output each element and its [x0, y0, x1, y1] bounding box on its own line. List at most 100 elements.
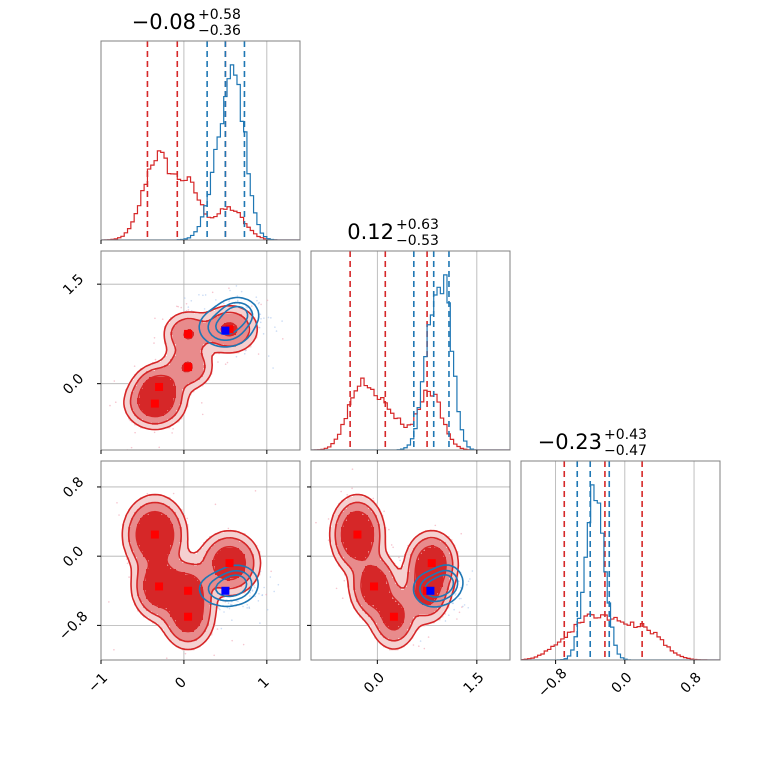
red-density-cell [170, 569, 174, 573]
red-density-cell [149, 533, 153, 537]
red-density-cell [236, 536, 240, 540]
red-density-cell [182, 374, 186, 378]
red-density-cell [134, 587, 138, 591]
red-density-cell [173, 407, 177, 411]
red-density-cell [338, 506, 342, 510]
sample-dot [249, 591, 251, 594]
red-density-cell [245, 551, 249, 555]
red-density-cell [371, 545, 375, 549]
red-density-cell [230, 305, 234, 309]
red-density-cell [128, 515, 132, 519]
red-density-cell [377, 554, 381, 558]
red-density-cell [410, 614, 414, 618]
red-density-cell [164, 623, 168, 627]
red-density-cell [434, 554, 438, 558]
red-density-cell [218, 554, 222, 558]
red-density-cell [122, 536, 126, 540]
red-density-cell [344, 500, 348, 504]
red-marker [184, 329, 193, 338]
sample-dot [388, 528, 390, 531]
red-density-cell [449, 545, 453, 549]
red-density-cell [194, 611, 198, 615]
red-density-cell [188, 380, 192, 384]
red-density-cell [359, 608, 363, 612]
red-density-cell [179, 413, 183, 417]
red-density-cell [368, 524, 372, 528]
red-density-cell [155, 551, 159, 555]
red-density-cell [398, 593, 402, 597]
red-density-cell [179, 554, 183, 558]
red-density-cell [140, 413, 144, 417]
red-density-cell [209, 584, 213, 588]
sample-dot [335, 587, 338, 590]
red-density-cell [215, 554, 219, 558]
red-density-cell [356, 608, 360, 612]
red-density-cell [185, 611, 189, 615]
red-density-cell [182, 614, 186, 618]
red-density-cell [188, 551, 192, 555]
red-density-cell [188, 389, 192, 393]
red-density-cell [242, 560, 246, 564]
red-density-cell [191, 599, 195, 603]
red-density-cell [359, 521, 363, 525]
red-density-cell [386, 644, 390, 648]
red-density-cell [203, 584, 207, 588]
red-density-cell [251, 326, 255, 330]
red-density-cell [188, 320, 192, 324]
red-density-cell [182, 557, 186, 561]
red-density-cell [356, 518, 360, 522]
red-density-cell [377, 590, 381, 594]
red-density-cell [149, 512, 153, 516]
red-density-cell [197, 314, 201, 318]
red-density-cell [335, 527, 339, 531]
red-density-cell [161, 575, 165, 579]
red-density-cell [200, 623, 204, 627]
red-density-cell [416, 551, 420, 555]
red-density-cell [152, 542, 156, 546]
red-density-cell [167, 404, 171, 408]
red-density-cell [146, 590, 150, 594]
red-density-cell [173, 317, 177, 321]
red-density-cell [179, 314, 183, 318]
red-density-cell [386, 614, 390, 618]
red-density-cell [203, 353, 207, 357]
red-density-cell [239, 542, 243, 546]
red-density-cell [362, 500, 366, 504]
red-density-cell [242, 551, 246, 555]
red-density-cell [398, 587, 402, 591]
red-density-cell [173, 365, 177, 369]
red-density-cell [176, 548, 180, 552]
red-density-cell [194, 620, 198, 624]
red-density-cell [245, 341, 249, 345]
red-density-cell [422, 569, 426, 573]
red-density-cell [446, 554, 450, 558]
red-density-cell [170, 530, 174, 534]
red-density-cell [422, 584, 426, 588]
red-density-cell [176, 323, 180, 327]
red-density-cell [173, 356, 177, 360]
red-density-cell [371, 623, 375, 627]
red-density-cell [428, 533, 432, 537]
red-density-cell [203, 332, 207, 336]
red-density-cell [167, 323, 171, 327]
red-density-cell [233, 542, 237, 546]
red-density-cell [143, 416, 147, 420]
red-density-cell [176, 530, 180, 534]
red-density-cell [164, 413, 168, 417]
sample-dot [454, 594, 457, 596]
red-density-cell [170, 518, 174, 522]
red-density-cell [158, 545, 162, 549]
red-density-cell [383, 602, 387, 606]
red-density-cell [206, 593, 210, 597]
red-density-cell [167, 359, 171, 363]
red-density-cell [188, 314, 192, 318]
red-density-cell [164, 599, 168, 603]
red-density-cell [383, 596, 387, 600]
red-density-cell [218, 545, 222, 549]
red-density-cell [218, 533, 222, 537]
red-density-cell [218, 323, 222, 327]
red-density-cell [179, 572, 183, 576]
red-density-cell [158, 521, 162, 525]
red-density-cell [146, 614, 150, 618]
red-density-cell [194, 314, 198, 318]
